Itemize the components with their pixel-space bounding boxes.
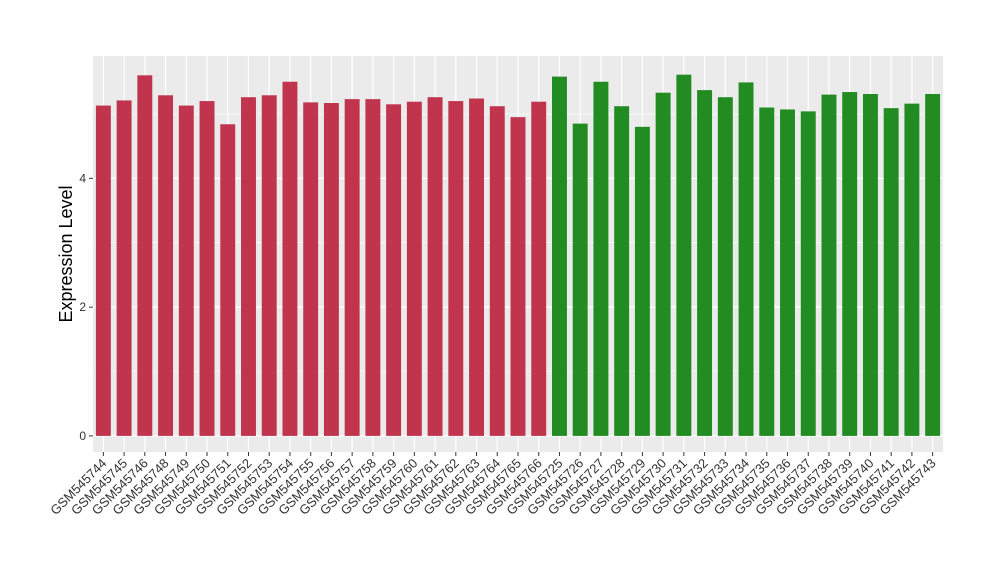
- bar: [904, 103, 920, 436]
- bar: [282, 81, 298, 436]
- bar: [697, 90, 713, 436]
- bar: [862, 93, 878, 436]
- bar: [241, 97, 256, 436]
- bar: [883, 108, 899, 436]
- bar: [344, 99, 360, 436]
- bar: [158, 95, 174, 436]
- bars: [95, 74, 941, 436]
- bar: [821, 94, 837, 436]
- bar: [593, 81, 609, 436]
- y-tick-label: 2: [79, 300, 86, 314]
- bar: [178, 105, 194, 436]
- bar: [448, 101, 464, 436]
- bar: [323, 103, 339, 436]
- y-tick-label: 0: [79, 429, 86, 443]
- bar: [199, 101, 215, 436]
- bar: [717, 97, 733, 436]
- bar: [780, 109, 795, 436]
- bar: [655, 92, 671, 436]
- bar: [842, 92, 858, 436]
- bar: [386, 104, 402, 436]
- bar: [303, 102, 319, 436]
- bar: [365, 99, 381, 436]
- bar: [552, 76, 567, 436]
- bar: [137, 75, 153, 436]
- bar: [220, 124, 236, 436]
- bar: [738, 82, 754, 436]
- y-axis: 0 2 4: [79, 171, 93, 443]
- bar: [572, 123, 588, 436]
- bar: [510, 117, 526, 436]
- y-axis-title: Expression Level: [56, 185, 76, 322]
- bar: [261, 95, 277, 436]
- bar: [531, 101, 547, 436]
- bar: [116, 100, 132, 436]
- bar: [614, 106, 630, 436]
- bar: [427, 97, 443, 436]
- bar: [489, 106, 505, 436]
- bar: [634, 126, 650, 436]
- y-tick-label: 4: [79, 171, 86, 185]
- bar: [925, 93, 941, 436]
- bar: [759, 107, 775, 436]
- bar: [406, 101, 422, 436]
- bar: [800, 111, 816, 436]
- x-axis: GSM545744GSM545745GSM545746GSM545748GSM5…: [47, 452, 939, 518]
- bar: [676, 74, 692, 436]
- bar: [95, 105, 111, 436]
- bar: [469, 98, 484, 436]
